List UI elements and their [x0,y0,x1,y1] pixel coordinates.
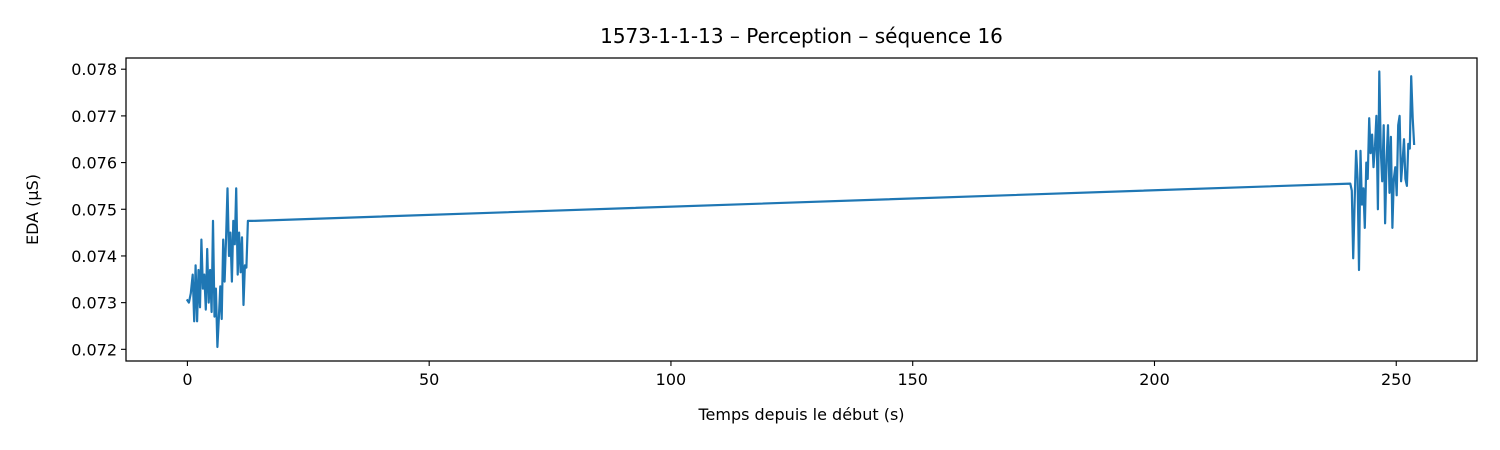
x-tick-label: 0 [182,370,192,389]
series-line [185,70,1416,349]
plot-frame [125,57,1478,362]
y-tick-label: 0.078 [71,60,117,79]
y-tick-label: 0.072 [71,340,117,359]
x-tick-label: 150 [897,370,928,389]
y-tick-label: 0.074 [71,247,117,266]
x-tick-label: 250 [1381,370,1412,389]
x-axis-label: Temps depuis le début (s) [697,405,904,424]
y-axis-label: EDA (µS) [23,174,42,245]
x-tick-label: 50 [419,370,439,389]
y-tick-label: 0.077 [71,107,117,126]
y-tick-label: 0.075 [71,200,117,219]
y-tick-label: 0.076 [71,154,117,173]
x-axis-ticks: 0 50 100 150 200 250 [182,361,1412,389]
x-tick-label: 100 [656,370,687,389]
chart-title: 1573-1-1-13 – Perception – séquence 16 [600,24,1003,48]
x-tick-label: 200 [1139,370,1170,389]
series-layer [185,70,1416,349]
y-tick-label: 0.073 [71,294,117,313]
y-axis-ticks: 0.072 0.073 0.074 0.075 0.076 0.077 0.078 [71,60,126,359]
